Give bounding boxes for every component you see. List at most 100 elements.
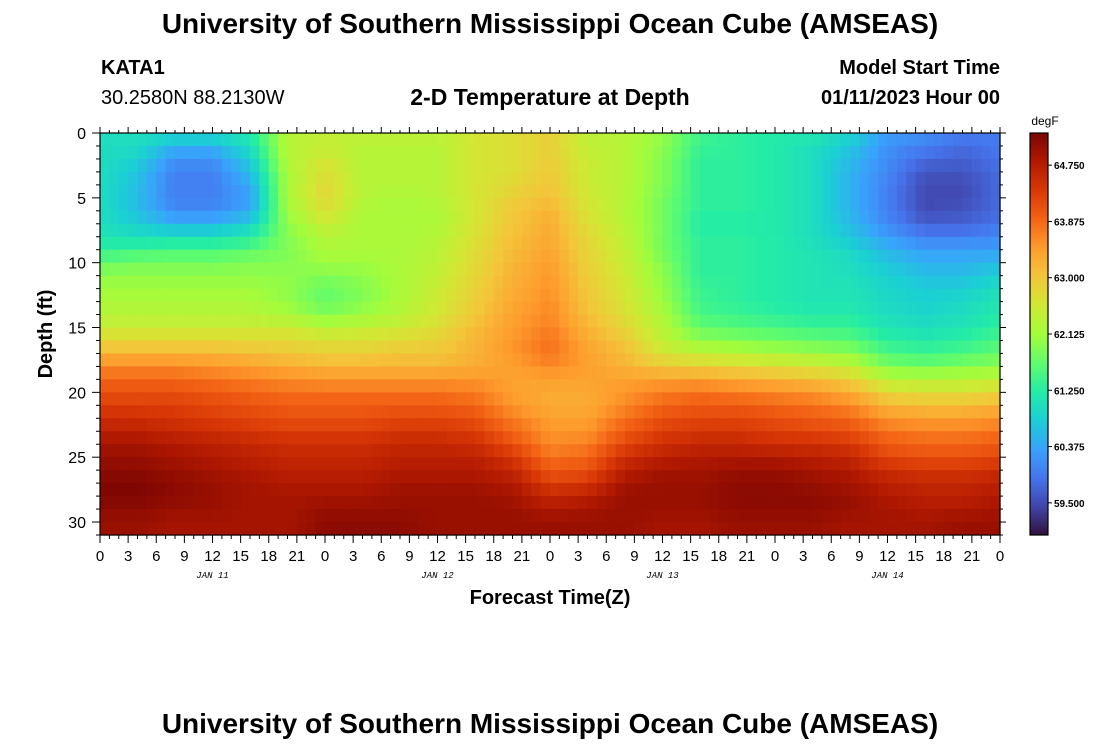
heatmap-cell (625, 366, 635, 380)
heatmap-cell (878, 353, 889, 368)
heatmap-cell (925, 275, 935, 290)
heatmap-cell (381, 288, 392, 303)
heatmap-cell (175, 418, 185, 432)
heatmap-cell (231, 210, 242, 225)
heatmap-cell (981, 379, 992, 393)
heatmap-cell (287, 340, 298, 355)
heatmap-cell (278, 353, 289, 368)
heatmap-cell (465, 262, 476, 277)
heatmap-cell (100, 314, 110, 329)
x-tick-label: 15 (682, 548, 699, 565)
heatmap-cell (315, 353, 326, 368)
heatmap-cell (775, 133, 785, 147)
heatmap-cell (521, 496, 532, 510)
heatmap-cell (915, 392, 926, 406)
heatmap-cell (634, 509, 645, 523)
heatmap-cell (681, 431, 692, 445)
heatmap-cell (137, 353, 148, 368)
heatmap-cell (353, 275, 364, 290)
heatmap-cell (765, 327, 776, 342)
heatmap-cell (446, 275, 457, 290)
heatmap-cell (568, 418, 579, 432)
heatmap-cell (306, 392, 317, 406)
heatmap-cell (128, 470, 139, 484)
heatmap-cell (812, 418, 823, 432)
heatmap-cell (503, 496, 514, 510)
heatmap-cell (578, 418, 589, 432)
heatmap-cell (718, 418, 729, 432)
heatmap-cell (634, 379, 645, 393)
heatmap-cell (821, 405, 832, 419)
heatmap-cell (296, 184, 307, 199)
heatmap-cell (521, 522, 532, 536)
heatmap-cell (409, 418, 420, 432)
heatmap-cell (578, 249, 589, 264)
heatmap-cell (681, 197, 692, 212)
heatmap-cell (146, 288, 157, 303)
heatmap-cell (821, 314, 832, 329)
heatmap-cell (681, 522, 692, 536)
heatmap-cell (559, 301, 570, 316)
heatmap-cell (390, 405, 401, 419)
heatmap-cell (325, 418, 335, 432)
heatmap-cell (475, 418, 485, 432)
heatmap-cell (690, 275, 701, 290)
heatmap-cell (221, 158, 232, 173)
heatmap-cell (990, 184, 1001, 199)
heatmap-cell (428, 314, 439, 329)
heatmap-cell (475, 223, 485, 238)
heatmap-cell (437, 158, 448, 173)
heatmap-cell (437, 405, 448, 419)
heatmap-cell (475, 353, 485, 368)
heatmap-cell (371, 444, 382, 458)
heatmap-cell (296, 496, 307, 510)
heatmap-cell (559, 288, 570, 303)
heatmap-cell (371, 197, 382, 212)
heatmap-cell (540, 379, 551, 393)
heatmap-cell (343, 236, 354, 251)
heatmap-cell (812, 522, 823, 536)
heatmap-cell (100, 340, 110, 355)
heatmap-cell (700, 223, 710, 238)
heatmap-cell (784, 431, 795, 445)
heatmap-cell (268, 184, 279, 199)
heatmap-cell (653, 171, 664, 186)
heatmap-cell (456, 457, 467, 471)
heatmap-cell (943, 470, 954, 484)
heatmap-cell (990, 262, 1001, 277)
heatmap-cell (484, 483, 495, 497)
heatmap-cell (456, 418, 467, 432)
heatmap-cell (831, 262, 842, 277)
heatmap-cell (550, 457, 560, 471)
heatmap-cell (671, 366, 682, 380)
heatmap-cell (850, 327, 860, 342)
heatmap-cell (868, 184, 879, 199)
heatmap-cell (878, 366, 889, 380)
heatmap-cell (353, 522, 364, 536)
heatmap-cell (371, 366, 382, 380)
heatmap-cell (587, 444, 598, 458)
heatmap-cell (896, 236, 907, 251)
heatmap-cell (709, 275, 720, 290)
heatmap-cell (803, 496, 814, 510)
heatmap-cell (550, 353, 560, 368)
heatmap-cell (193, 509, 204, 523)
heatmap-cell (934, 197, 945, 212)
heatmap-cell (831, 210, 842, 225)
heatmap-cell (362, 340, 373, 355)
heatmap-cell (409, 431, 420, 445)
model-start-label: Model Start Time (839, 57, 1000, 79)
heatmap-cell (915, 444, 926, 458)
heatmap-cell (775, 392, 785, 406)
heatmap-cell (446, 236, 457, 251)
heatmap-cell (465, 418, 476, 432)
heatmap-cell (596, 145, 607, 160)
heatmap-cell (868, 223, 879, 238)
heatmap-cell (793, 379, 804, 393)
heatmap-cell (887, 522, 898, 536)
heatmap-cell (493, 327, 504, 342)
heatmap-cell (109, 392, 120, 406)
heatmap-cell (475, 158, 485, 173)
heatmap-cell (784, 288, 795, 303)
heatmap-cell (193, 223, 204, 238)
